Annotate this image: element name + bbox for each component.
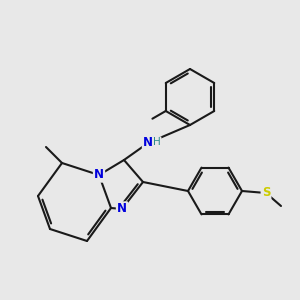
Text: S: S [262,187,270,200]
Text: H: H [153,137,161,147]
Text: N: N [117,202,127,215]
Text: N: N [143,136,153,149]
Text: N: N [94,169,104,182]
